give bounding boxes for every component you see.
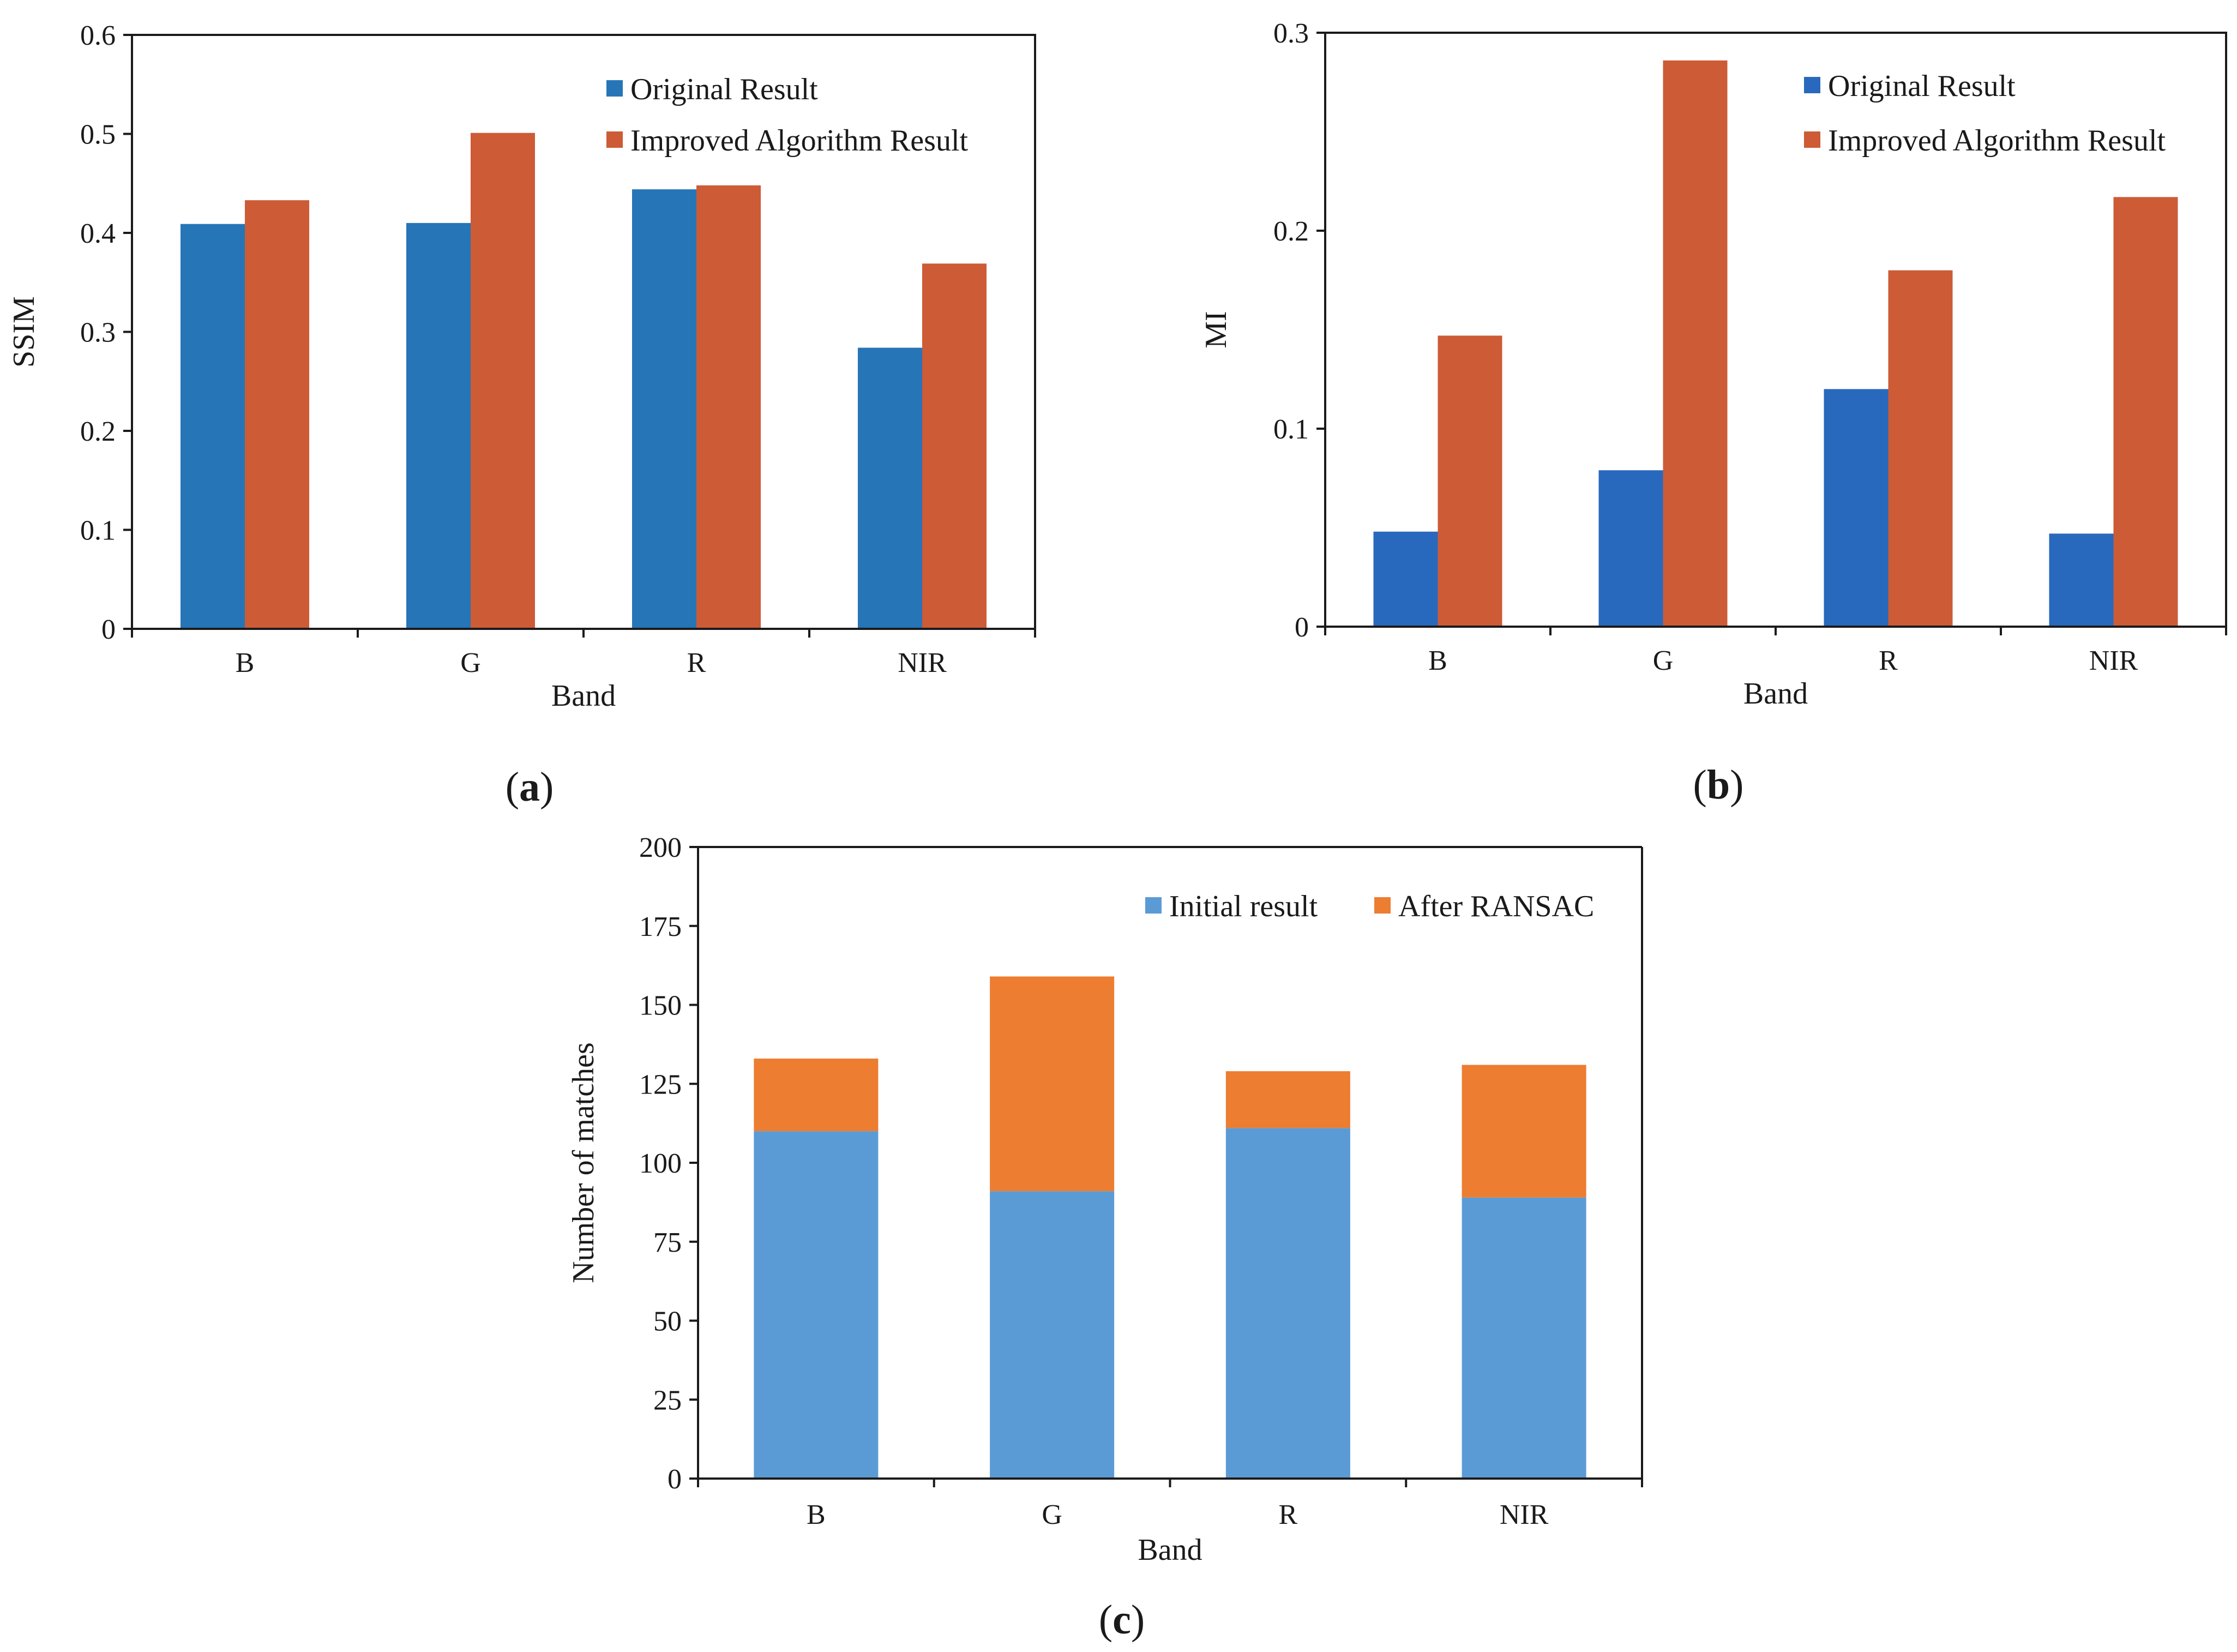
y-tick-label-a: 0.3 bbox=[80, 317, 116, 349]
legend-label-a-1: Improved Algorithm Result bbox=[630, 124, 969, 158]
y-tick-label-c: 0 bbox=[668, 1464, 682, 1495]
y-tick-label-b: 0 bbox=[1295, 612, 1309, 643]
x-tick-label-a: R bbox=[687, 647, 706, 678]
x-tick-label-b: B bbox=[1428, 645, 1447, 676]
legend-b: Original Result Improved Algorithm Result bbox=[1804, 69, 2166, 158]
y-tick-label-a: 0 bbox=[101, 614, 116, 645]
bar-b-original-result-g bbox=[1598, 470, 1663, 627]
panel-caption-letter-c: c bbox=[1113, 1597, 1131, 1643]
y-tick-label-a: 0.5 bbox=[80, 119, 116, 151]
bar-b-improved-algorithm-result-b bbox=[1438, 335, 1502, 627]
y-axis-title-b: MI bbox=[1199, 311, 1233, 348]
legend-label-b-0: Original Result bbox=[1828, 69, 2016, 103]
bar-a-improved-algorithm-result-b bbox=[245, 200, 309, 629]
y-tick-label-c: 150 bbox=[639, 990, 682, 1022]
x-axis-title-a: Band bbox=[551, 679, 616, 713]
bar-c-after-ransac-b bbox=[754, 1058, 879, 1132]
y-tick-label-a: 0.6 bbox=[80, 20, 116, 51]
y-tick-label-a: 0.2 bbox=[80, 416, 116, 447]
bar-a-improved-algorithm-result-r bbox=[696, 185, 761, 629]
x-tick-label-a: G bbox=[460, 647, 481, 678]
bar-b-original-result-b bbox=[1373, 531, 1438, 627]
bar-c-after-ransac-nir bbox=[1462, 1065, 1586, 1198]
legend-label-a-0: Original Result bbox=[630, 73, 818, 106]
panel-caption-c: (c) bbox=[1099, 1597, 1145, 1643]
x-axis-title-c: Band bbox=[1138, 1533, 1202, 1567]
bar-a-original-result-r bbox=[632, 189, 696, 629]
chart-a: 0 0.1 0.2 0.3 0.4 0.5 0.6 B G R NIR Band SSIM Origina… bbox=[7, 20, 1036, 810]
chart-c: 0 25 50 75 100 125 150 175 200 B G R NIR Band Number o… bbox=[567, 832, 1643, 1643]
legend-swatch-c-0 bbox=[1145, 897, 1162, 914]
bar-a-improved-algorithm-result-nir bbox=[922, 263, 987, 629]
x-axis-title-b: Band bbox=[1743, 677, 1808, 711]
bar-c-initial-result-r bbox=[1225, 1128, 1350, 1479]
y-axis-title-c: Number of matches bbox=[567, 1042, 600, 1283]
y-tick-label-c: 75 bbox=[653, 1227, 682, 1258]
y-tick-label-c: 175 bbox=[639, 911, 682, 942]
panel-caption-a: (a) bbox=[506, 764, 554, 810]
chart-b: 0 0.1 0.2 0.3 B G R NIR Band MI Original Result Imp… bbox=[1199, 18, 2227, 808]
legend-label-c-0: Initial result bbox=[1169, 890, 1318, 923]
panel-caption-letter-b: b bbox=[1707, 762, 1730, 808]
legend-swatch-a-1 bbox=[606, 131, 623, 148]
y-tick-label-c: 125 bbox=[639, 1069, 682, 1100]
legend-swatch-b-1 bbox=[1804, 131, 1820, 148]
bar-a-improved-algorithm-result-g bbox=[471, 133, 535, 629]
bar-c-initial-result-nir bbox=[1462, 1197, 1586, 1479]
x-tick-label-b: R bbox=[1879, 645, 1898, 676]
x-tick-label-c: NIR bbox=[1500, 1499, 1549, 1530]
y-tick-label-a: 0.1 bbox=[80, 515, 116, 546]
bar-b-improved-algorithm-result-r bbox=[1888, 270, 1953, 627]
x-tick-label-c: G bbox=[1042, 1499, 1062, 1530]
bar-b-original-result-r bbox=[1824, 389, 1889, 627]
y-tick-label-c: 100 bbox=[639, 1148, 682, 1179]
legend-c: Initial result After RANSAC bbox=[1145, 890, 1594, 923]
y-tick-label-a: 0.4 bbox=[80, 218, 116, 249]
y-tick-label-c: 200 bbox=[639, 832, 682, 863]
y-tick-label-c: 50 bbox=[653, 1306, 682, 1337]
bar-c-initial-result-g bbox=[990, 1191, 1115, 1479]
x-tick-label-a: B bbox=[236, 647, 255, 678]
bar-c-initial-result-b bbox=[754, 1131, 879, 1479]
y-tick-label-b: 0.3 bbox=[1273, 18, 1309, 49]
legend-label-c-1: After RANSAC bbox=[1398, 890, 1594, 923]
x-tick-label-b: G bbox=[1653, 645, 1674, 676]
bar-b-original-result-nir bbox=[2049, 533, 2114, 627]
bar-a-original-result-nir bbox=[858, 347, 922, 629]
bar-b-improved-algorithm-result-nir bbox=[2113, 197, 2178, 627]
legend-swatch-a-0 bbox=[606, 80, 623, 97]
panel-caption-b: (b) bbox=[1693, 762, 1744, 808]
panel-caption-letter-a: a bbox=[519, 764, 540, 810]
bar-a-original-result-b bbox=[181, 224, 245, 629]
x-tick-label-c: R bbox=[1279, 1499, 1298, 1530]
y-tick-label-c: 25 bbox=[653, 1385, 682, 1416]
legend-label-b-1: Improved Algorithm Result bbox=[1828, 124, 2166, 158]
bar-b-improved-algorithm-result-g bbox=[1663, 60, 1728, 627]
bar-c-after-ransac-r bbox=[1225, 1071, 1350, 1128]
x-tick-label-c: B bbox=[807, 1499, 826, 1530]
bar-a-original-result-g bbox=[406, 223, 471, 629]
y-tick-label-b: 0.1 bbox=[1273, 414, 1309, 445]
bar-c-after-ransac-g bbox=[990, 976, 1115, 1192]
x-tick-label-a: NIR bbox=[898, 647, 947, 678]
y-tick-label-b: 0.2 bbox=[1273, 216, 1309, 247]
legend-a: Original Result Improved Algorithm Result bbox=[606, 73, 969, 158]
y-axis-title-a: SSIM bbox=[7, 296, 41, 368]
legend-swatch-c-1 bbox=[1374, 897, 1391, 914]
x-tick-label-b: NIR bbox=[2089, 645, 2138, 676]
legend-swatch-b-0 bbox=[1804, 77, 1820, 93]
